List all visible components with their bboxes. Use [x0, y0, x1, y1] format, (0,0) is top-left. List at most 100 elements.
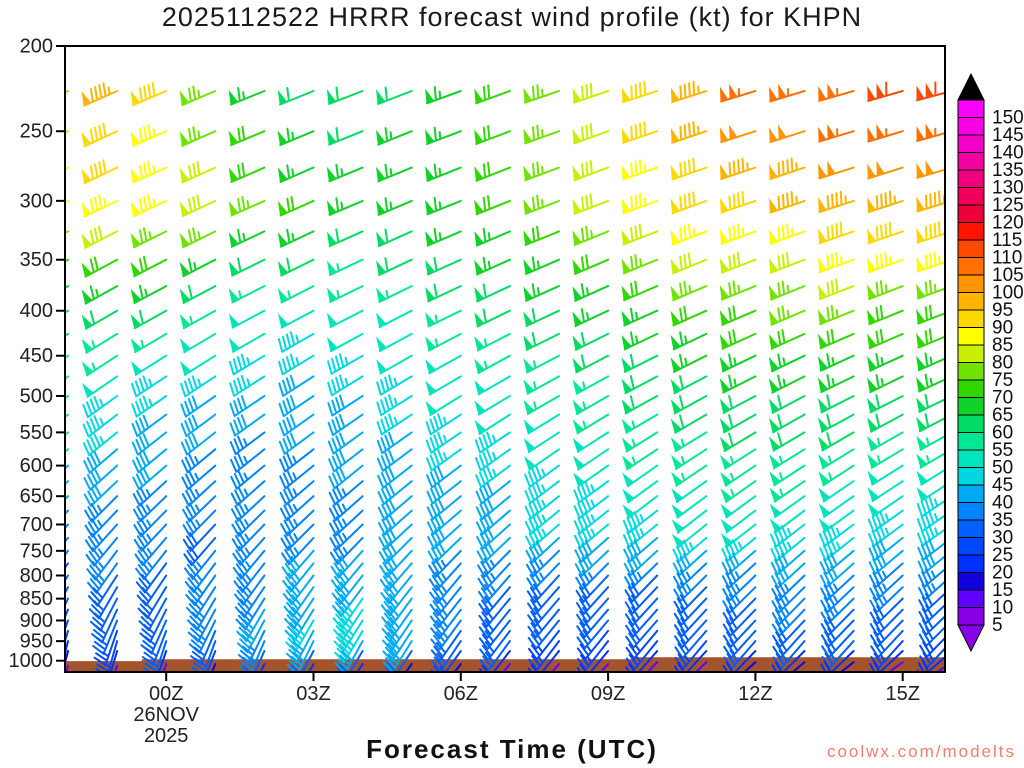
colorbar-label: 150: [992, 108, 1024, 129]
colorbar-label: 100: [992, 283, 1024, 304]
x-tick-sublabel: 26NOV: [133, 704, 199, 726]
wind-barb: [621, 192, 659, 215]
wind-barb: [624, 597, 659, 627]
wind-barb: [182, 509, 217, 538]
wind-barb: [326, 332, 364, 353]
wind-barb: [572, 159, 610, 182]
wind-barb: [528, 640, 560, 671]
wind-barb: [574, 549, 610, 577]
wind-barb: [916, 510, 945, 533]
wind-barb: [378, 509, 413, 536]
wind-barb: [132, 480, 168, 507]
wind-barb: [234, 586, 266, 619]
wind-barb: [576, 608, 610, 638]
wind-barb: [376, 394, 413, 416]
wind-barb: [916, 190, 945, 213]
wind-barb: [179, 194, 217, 218]
colorbar-cell: [957, 607, 985, 626]
wind-barb: [870, 629, 904, 659]
wind-barb: [572, 225, 610, 246]
wind-barb: [867, 328, 904, 350]
watermark-link[interactable]: coolwx.com/modelts: [826, 742, 1016, 761]
wind-barb: [916, 279, 945, 300]
wind-barb: [527, 608, 560, 639]
wind-barb: [179, 126, 217, 147]
wind-barb: [621, 307, 659, 327]
wind-barb: [524, 480, 560, 504]
wind-barb: [85, 536, 119, 567]
wind-barb: [817, 353, 855, 372]
colorbar-label: 60: [992, 423, 1013, 444]
wind-barb: [84, 509, 119, 538]
wind-barb: [87, 562, 119, 594]
wind-barb: [130, 284, 168, 304]
wind-barb: [820, 586, 855, 614]
wind-barb: [430, 608, 462, 640]
y-tick-label: 350: [20, 249, 53, 271]
wind-barb: [720, 448, 757, 470]
wind-barb: [720, 431, 757, 452]
wind-barb: [228, 196, 266, 217]
wind-barb: [179, 309, 217, 330]
wind-barb: [818, 160, 855, 180]
wind-barb: [572, 193, 610, 215]
wind-barb: [474, 332, 511, 352]
wind-barb: [523, 448, 560, 471]
wind-barb: [818, 464, 855, 487]
wind-barb: [869, 597, 904, 625]
y-tick-label: 550: [20, 422, 53, 444]
wind-barb: [769, 157, 806, 180]
wind-barb: [277, 87, 315, 106]
wind-barb: [426, 495, 462, 521]
wind-barb: [817, 278, 855, 301]
wind-barb: [425, 354, 462, 375]
wind-barb: [528, 629, 560, 661]
colorbar-label: 110: [992, 248, 1022, 269]
wind-barb: [670, 413, 708, 434]
wind-barb: [326, 86, 364, 105]
wind-barb: [671, 509, 708, 534]
wind-barb: [240, 650, 266, 672]
x-tick-sublabel: 2025: [144, 725, 189, 747]
wind-barb: [916, 452, 945, 469]
wind-barb: [820, 608, 855, 637]
wind-barb: [81, 225, 119, 249]
wind-barb: [181, 448, 217, 474]
wind-barb: [334, 650, 364, 672]
wind-barb: [81, 194, 119, 218]
wind-barb: [278, 413, 315, 437]
colorbar-cell: [957, 502, 985, 521]
wind-barb: [916, 435, 945, 451]
wind-barb: [87, 574, 119, 607]
colorbar-cell: [957, 152, 985, 171]
wind-barb: [819, 562, 855, 589]
wind-barb: [234, 574, 266, 606]
wind-barb: [869, 562, 904, 589]
wind-barb: [719, 305, 757, 326]
colorbar-label: 5: [992, 615, 1003, 636]
colorbar-cell: [957, 589, 985, 608]
wind-barb: [376, 431, 413, 455]
wind-barb: [277, 127, 315, 147]
wind-barb: [621, 395, 659, 415]
wind-barb: [523, 225, 560, 246]
colorbar-label: 40: [992, 493, 1013, 514]
wind-barb: [327, 431, 364, 455]
wind-barb: [382, 640, 413, 672]
wind-barb: [523, 84, 560, 104]
wind-barb: [817, 251, 855, 274]
wind-barb: [791, 661, 806, 672]
wind-barb: [95, 640, 119, 672]
wind-barb: [132, 448, 168, 474]
wind-barb: [328, 495, 364, 522]
wind-barb: [326, 258, 364, 276]
y-tick-label: 750: [20, 540, 53, 562]
wind-barb: [478, 608, 511, 639]
wind-barb: [83, 448, 119, 474]
colorbar-label: 95: [992, 300, 1013, 321]
wind-barb: [81, 256, 119, 278]
wind-barb: [284, 608, 315, 642]
wind-barb: [743, 661, 757, 672]
y-tick-label: 200: [20, 36, 53, 58]
wind-barb: [184, 549, 217, 580]
